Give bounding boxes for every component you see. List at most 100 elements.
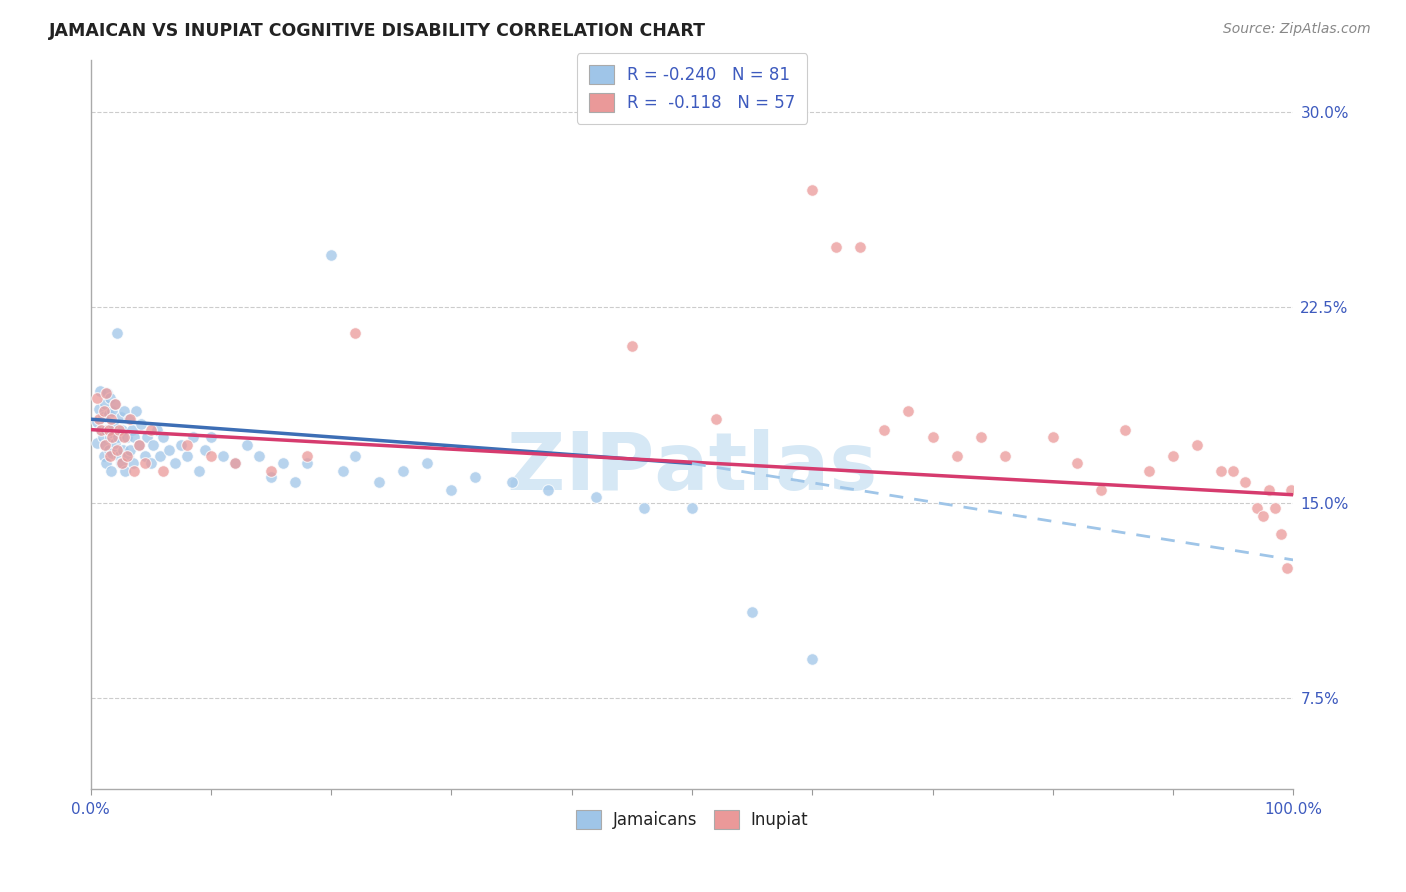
Point — [94, 438, 117, 452]
Point — [620, 339, 643, 353]
Point — [152, 464, 174, 478]
Point — [1066, 457, 1088, 471]
Point — [136, 430, 159, 444]
Point — [121, 423, 143, 437]
Point — [157, 443, 180, 458]
Point — [247, 449, 270, 463]
Point — [104, 396, 127, 410]
Point — [87, 401, 110, 416]
Point — [87, 412, 110, 426]
Point — [212, 449, 235, 463]
Point — [118, 412, 141, 426]
Point — [112, 430, 135, 444]
Point — [200, 449, 222, 463]
Point — [825, 240, 848, 254]
Point — [86, 435, 108, 450]
Point — [344, 326, 367, 341]
Point — [128, 438, 150, 452]
Point — [176, 438, 198, 452]
Point — [96, 423, 118, 437]
Point — [100, 425, 122, 440]
Point — [224, 457, 246, 471]
Point — [122, 464, 145, 478]
Point — [1279, 483, 1302, 497]
Point — [1161, 449, 1184, 463]
Point — [89, 384, 111, 398]
Point — [1042, 430, 1064, 444]
Point — [194, 443, 217, 458]
Point — [125, 404, 148, 418]
Point — [96, 457, 118, 471]
Point — [139, 457, 162, 471]
Point — [1253, 508, 1275, 523]
Point — [741, 605, 763, 619]
Point — [392, 464, 415, 478]
Point — [86, 415, 108, 429]
Point — [121, 457, 143, 471]
Point — [1270, 526, 1292, 541]
Point — [122, 430, 145, 444]
Point — [1234, 475, 1257, 489]
Point — [101, 430, 124, 444]
Point — [120, 412, 142, 426]
Legend: Jamaicans, Inupiat: Jamaicans, Inupiat — [569, 803, 814, 836]
Point — [585, 491, 607, 505]
Point — [260, 464, 283, 478]
Text: ZIP​atlas: ZIP​atlas — [506, 429, 877, 508]
Point — [704, 412, 727, 426]
Point — [98, 392, 121, 406]
Point — [416, 457, 439, 471]
Point — [969, 430, 991, 444]
Point — [1277, 560, 1299, 574]
Point — [271, 457, 294, 471]
Point — [1185, 438, 1208, 452]
Point — [152, 430, 174, 444]
Point — [103, 417, 125, 432]
Point — [163, 457, 186, 471]
Point — [1090, 483, 1112, 497]
Point — [1137, 464, 1160, 478]
Point — [94, 438, 117, 452]
Point — [101, 446, 124, 460]
Point — [1114, 423, 1136, 437]
Point — [94, 396, 117, 410]
Point — [681, 500, 703, 515]
Point — [1264, 500, 1286, 515]
Point — [181, 430, 204, 444]
Point — [921, 430, 943, 444]
Point — [90, 423, 112, 437]
Point — [139, 423, 162, 437]
Point — [537, 483, 560, 497]
Point — [295, 449, 318, 463]
Point — [236, 438, 259, 452]
Point — [115, 430, 138, 444]
Point — [295, 457, 318, 471]
Point — [501, 475, 523, 489]
Point — [97, 423, 120, 437]
Text: JAMAICAN VS INUPIAT COGNITIVE DISABILITY CORRELATION CHART: JAMAICAN VS INUPIAT COGNITIVE DISABILITY… — [49, 22, 706, 40]
Point — [129, 417, 152, 432]
Point — [849, 240, 872, 254]
Point — [112, 443, 135, 458]
Point — [945, 449, 967, 463]
Point — [801, 183, 824, 197]
Point — [633, 500, 655, 515]
Text: Source: ZipAtlas.com: Source: ZipAtlas.com — [1223, 22, 1371, 37]
Point — [332, 464, 354, 478]
Point — [897, 404, 920, 418]
Point — [91, 409, 114, 424]
Point — [98, 449, 121, 463]
Point — [1211, 464, 1233, 478]
Point — [321, 248, 343, 262]
Point — [101, 404, 124, 418]
Point — [142, 438, 165, 452]
Point — [108, 449, 131, 463]
Point — [86, 392, 108, 406]
Point — [115, 449, 138, 463]
Point — [994, 449, 1017, 463]
Point — [128, 438, 150, 452]
Point — [111, 457, 134, 471]
Point — [100, 412, 122, 426]
Point — [145, 423, 167, 437]
Point — [97, 407, 120, 421]
